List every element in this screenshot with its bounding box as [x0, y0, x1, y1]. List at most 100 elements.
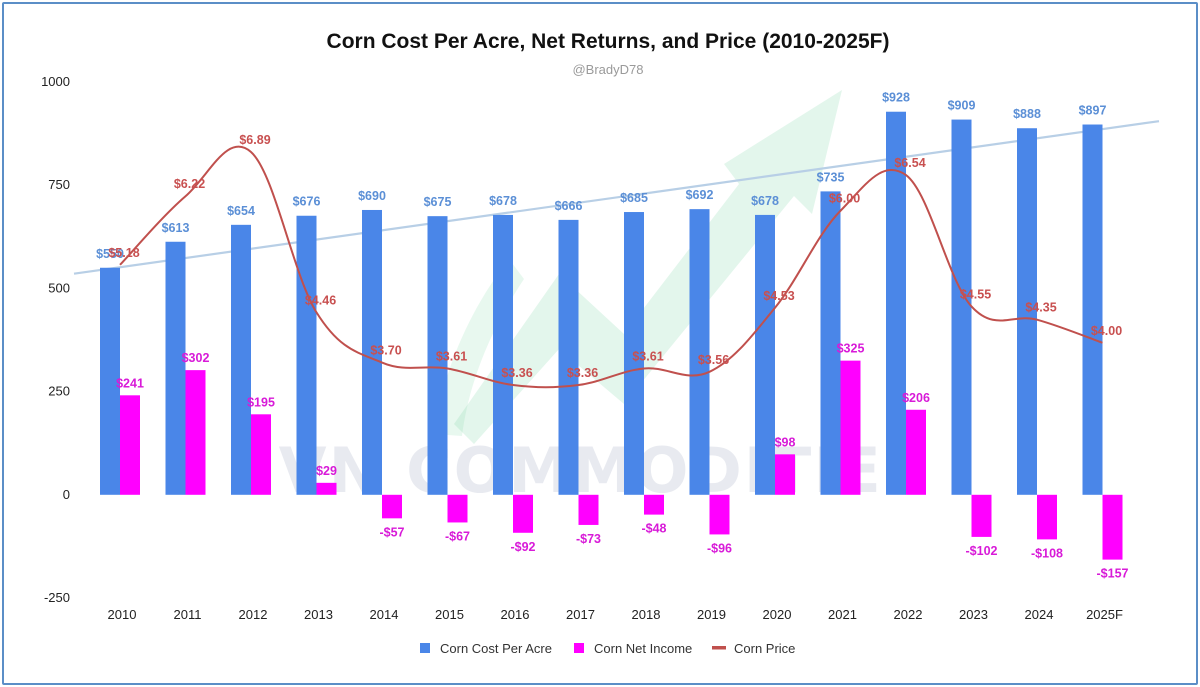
cost-bar	[165, 241, 186, 495]
cost-data-label: $897	[1079, 104, 1107, 118]
cost-data-label: $928	[882, 91, 910, 105]
price-data-label: $3.70	[370, 344, 401, 358]
price-data-label: $3.36	[501, 366, 532, 380]
net-income-bar	[513, 494, 533, 533]
cost-data-label: $654	[227, 204, 255, 218]
price-line-layer	[119, 145, 1103, 389]
net-income-bar	[120, 395, 140, 495]
cost-bar	[558, 219, 579, 495]
net-income-bar	[251, 414, 271, 495]
x-tick-label: 2014	[370, 607, 399, 622]
price-data-label: $3.36	[567, 366, 598, 380]
x-tick-label: 2024	[1025, 607, 1054, 622]
cost-bar	[951, 119, 972, 495]
cost-bar	[886, 111, 906, 495]
price-line	[119, 145, 1103, 389]
trend-line-layer	[73, 120, 1160, 275]
cost-data-label: $613	[162, 221, 190, 235]
net-income-data-label: $195	[247, 395, 275, 409]
cost-bar	[820, 191, 841, 495]
cost-data-label: $692	[686, 188, 714, 202]
cost-data-label: $675	[424, 195, 452, 209]
net-income-bar	[316, 482, 337, 495]
y-tick-label: -250	[44, 590, 70, 605]
net-income-data-label: $206	[902, 391, 930, 405]
legend-swatch-price	[712, 646, 726, 650]
price-data-label: $6.89	[239, 133, 270, 147]
cost-bar	[1017, 128, 1037, 495]
cost-bar	[362, 209, 382, 495]
net-income-data-label: -$67	[445, 529, 470, 543]
cost-trend-line	[73, 120, 1160, 275]
data-labels-layer: $550 $241 $5.18 $613 $302 $6.22 $654 $195 $6.89 $…	[96, 91, 1128, 581]
net-income-bar	[971, 494, 992, 537]
net-income-bar	[1102, 494, 1123, 560]
chart-title: Corn Cost Per Acre, Net Returns, and Pri…	[327, 30, 890, 53]
net-income-data-label: $29	[316, 464, 337, 478]
net-income-bar	[775, 454, 795, 495]
net-income-data-label: -$57	[379, 525, 404, 539]
net-income-bar	[578, 494, 599, 525]
legend: Corn Cost Per Acre Corn Net Income Corn Pr…	[420, 641, 795, 656]
price-data-label: $4.53	[763, 289, 794, 303]
legend-label: Corn Cost Per Acre	[440, 641, 552, 656]
x-axis: 2010 2011 2012 2013 2014 2015 2016 2017 2018 2019…	[108, 607, 1123, 622]
cost-data-label: $909	[948, 99, 976, 113]
chart: VN COMMODITIES Corn Cost Per Acre, Net R…	[41, 30, 1160, 656]
cost-bar	[100, 267, 120, 495]
net-income-bar	[906, 409, 926, 495]
net-income-data-label: -$108	[1031, 546, 1063, 560]
net-income-bar	[382, 494, 402, 519]
cost-data-label: $685	[620, 191, 648, 205]
price-data-label: $3.56	[698, 353, 729, 367]
net-income-data-label: -$92	[510, 540, 535, 554]
net-income-data-label: -$96	[707, 541, 732, 555]
y-tick-label: 250	[48, 384, 70, 399]
net-income-data-label: -$157	[1097, 567, 1129, 581]
bars-layer	[100, 111, 1123, 560]
x-tick-label: 2012	[239, 607, 268, 622]
net-income-data-label: -$73	[576, 532, 601, 546]
price-data-label: $4.46	[305, 293, 336, 307]
net-income-data-label: -$48	[641, 522, 666, 536]
cost-data-label: $666	[555, 199, 583, 213]
x-tick-label: 2017	[566, 607, 595, 622]
legend-label: Corn Net Income	[594, 641, 692, 656]
x-tick-label: 2023	[959, 607, 988, 622]
x-tick-label: 2021	[828, 607, 857, 622]
x-tick-label: 2025F	[1086, 607, 1123, 622]
price-data-label: $6.00	[829, 192, 860, 206]
x-tick-label: 2018	[632, 607, 661, 622]
y-tick-label: 500	[48, 280, 70, 295]
x-tick-label: 2010	[108, 607, 137, 622]
net-income-bar	[709, 494, 730, 535]
cost-data-label: $676	[293, 195, 321, 209]
net-income-bar	[185, 370, 206, 495]
price-data-label: $5.18	[108, 246, 139, 260]
x-tick-label: 2022	[894, 607, 923, 622]
chart-subtitle: @BradyD78	[572, 62, 643, 77]
price-data-label: $3.61	[436, 349, 467, 363]
net-income-data-label: $325	[837, 342, 865, 356]
net-income-data-label: $302	[182, 351, 210, 365]
price-data-label: $3.61	[632, 349, 663, 363]
cost-data-label: $678	[751, 194, 779, 208]
cost-data-label: $888	[1013, 107, 1041, 121]
net-income-bar	[1037, 494, 1057, 540]
net-income-bar	[447, 494, 468, 523]
net-income-data-label: $241	[116, 376, 144, 390]
x-tick-label: 2020	[763, 607, 792, 622]
cost-bar	[427, 216, 448, 495]
legend-swatch-cost	[420, 643, 430, 653]
cost-bar	[231, 224, 251, 495]
price-data-label: $4.00	[1091, 324, 1122, 338]
cost-bar	[624, 212, 644, 495]
price-data-label: $4.35	[1025, 301, 1056, 315]
cost-bar	[296, 215, 317, 495]
cost-bar	[689, 209, 710, 495]
net-income-data-label: $98	[775, 435, 796, 449]
x-tick-label: 2015	[435, 607, 464, 622]
cost-bar	[493, 214, 513, 495]
x-tick-label: 2013	[304, 607, 333, 622]
